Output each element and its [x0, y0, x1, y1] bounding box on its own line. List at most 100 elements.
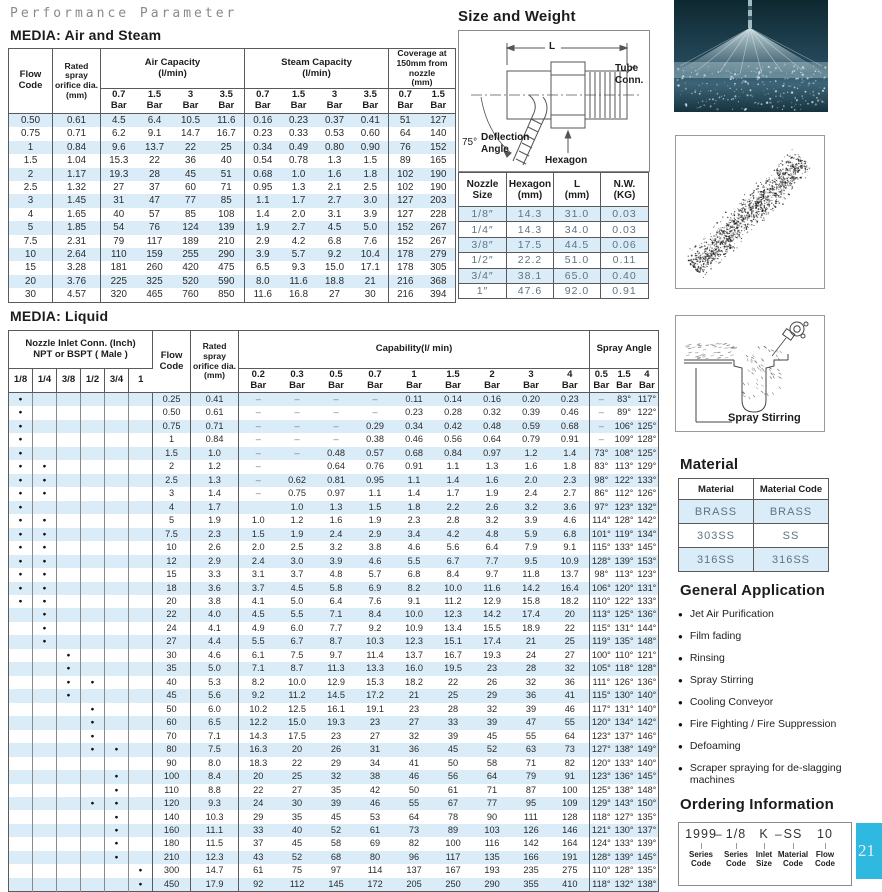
table-cell: – — [239, 420, 278, 433]
table-cell: 30 — [353, 288, 389, 302]
table-cell: 123° — [613, 501, 636, 514]
table-cell: 4 — [9, 208, 53, 221]
table-cell: 137° — [636, 824, 659, 837]
table-cell: 137° — [613, 730, 636, 743]
table-cell: 39 — [512, 703, 551, 716]
inlet-dot: ● — [105, 784, 129, 797]
table-cell: 1.4 — [245, 208, 281, 221]
table-cell: 7.1 — [239, 662, 278, 675]
table-cell: 117° — [590, 703, 613, 716]
inlet-empty — [81, 622, 105, 635]
table-cell: 1.9 — [356, 514, 395, 527]
table-cell: 14.3 — [507, 207, 554, 222]
table-cell: 133° — [613, 757, 636, 770]
table-cell: 520 — [173, 275, 209, 288]
table-cell: 21 — [353, 275, 389, 288]
table-cell: 1.8 — [551, 460, 590, 473]
inlet-empty — [105, 608, 129, 621]
table-cell: 45 — [278, 837, 317, 850]
table-cell: 12.5 — [278, 703, 317, 716]
table-cell: 25 — [278, 770, 317, 783]
table-cell: 52 — [317, 824, 356, 837]
ordering-separator: – — [715, 827, 722, 841]
table-cell: 10.3 — [356, 635, 395, 648]
tick-mark — [764, 843, 765, 849]
table-cell: 0.57 — [356, 447, 395, 460]
inlet-empty — [33, 864, 57, 877]
table-cell: 1.4 — [434, 474, 473, 487]
bar-header: 3.5 Bar — [209, 89, 245, 114]
table-cell: 50 — [434, 757, 473, 770]
ordering-code: SS — [784, 827, 803, 842]
table-cell: 45 — [153, 689, 191, 702]
table-cell: 16.7 — [209, 127, 245, 140]
inlet-dot: ● — [33, 528, 57, 541]
inlet-empty — [81, 487, 105, 500]
inlet-empty — [33, 649, 57, 662]
inlet-empty — [81, 770, 105, 783]
table-cell: 368 — [422, 275, 456, 288]
inlet-empty — [81, 447, 105, 460]
inlet-empty — [57, 635, 81, 648]
table-cell: 64 — [473, 770, 512, 783]
inlet-empty — [81, 837, 105, 850]
inlet-dot: ● — [9, 528, 33, 541]
table-cell: 1.3 — [281, 181, 317, 194]
table-cell: 0.34 — [245, 141, 281, 154]
table-cell: 0.68 — [395, 447, 434, 460]
table-cell: 2.9 — [191, 555, 239, 568]
table-cell: 52 — [473, 743, 512, 756]
table-cell: 64 — [389, 127, 422, 140]
table-cell: 0.41 — [191, 393, 239, 407]
table-cell — [239, 501, 278, 514]
table-cell: 1.6 — [473, 474, 512, 487]
table-cell: 0.95 — [356, 474, 395, 487]
inlet-dot: ● — [129, 864, 153, 877]
table-cell: 5.9 — [512, 528, 551, 541]
spray-stirring-label: Spray Stirring — [728, 412, 801, 424]
table-cell: 102 — [389, 181, 422, 194]
table-cell: 58 — [317, 837, 356, 850]
table-cell: 127 — [389, 194, 422, 207]
bar-header: 1.5 Bar — [422, 89, 456, 114]
table-cell: – — [356, 393, 395, 407]
inlet-empty — [33, 716, 57, 729]
table-cell: 11.5 — [191, 837, 239, 850]
inlet-empty — [129, 837, 153, 850]
table-cell: 42 — [356, 784, 395, 797]
table-cell: 135° — [613, 635, 636, 648]
table-cell: 10.9 — [551, 555, 590, 568]
table-cell: 3.7 — [239, 582, 278, 595]
bullet-icon: ● — [678, 696, 683, 709]
inlet-empty — [57, 622, 81, 635]
table-cell: 0.03 — [601, 222, 649, 237]
table-cell: 2.5 — [353, 181, 389, 194]
table-cell: 7.1 — [317, 608, 356, 621]
table-cell: 0.97 — [317, 487, 356, 500]
table-cell: BRASS — [679, 500, 754, 524]
inlet-empty — [129, 501, 153, 514]
inlet-empty — [81, 568, 105, 581]
table-cell: 5.3 — [191, 676, 239, 689]
inlet-empty — [33, 447, 57, 460]
table-cell: 267 — [422, 235, 456, 248]
inlet-empty — [57, 555, 81, 568]
inlet-empty — [129, 635, 153, 648]
table-cell: 32 — [551, 662, 590, 675]
col-header-orifice: Rated spray orifice dia. (mm) — [191, 331, 239, 393]
table-cell: 11.2 — [434, 595, 473, 608]
table-cell: 6.0 — [278, 622, 317, 635]
table-cell: 46 — [551, 703, 590, 716]
table-cell: 0.84 — [434, 447, 473, 460]
inlet-empty — [9, 784, 33, 797]
inlet-empty — [9, 662, 33, 675]
table-cell: 19.5 — [434, 662, 473, 675]
table-cell: 10.3 — [191, 810, 239, 823]
table-cell: – — [239, 393, 278, 407]
inlet-empty — [81, 635, 105, 648]
